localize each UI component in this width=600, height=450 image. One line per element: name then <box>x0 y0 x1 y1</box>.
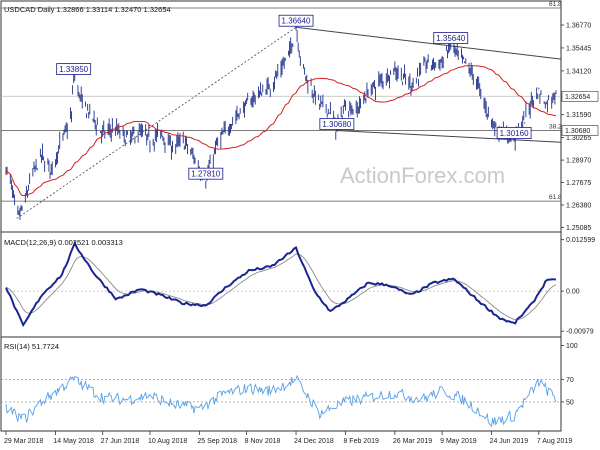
price-tick-label: 1.25085 <box>566 225 591 232</box>
price-annotations: 1.36640 1.35640 1.33850 1.30680 1.27810 1.301… <box>56 14 532 180</box>
price-y-axis: 1.367701.354451.341201.326551.315901.302… <box>561 22 599 232</box>
annotation-box <box>188 167 224 180</box>
annotation-label: 1.30160 <box>500 129 529 138</box>
annotation-box <box>496 127 532 139</box>
x-tick-label: 10 Aug 2018 <box>148 438 187 445</box>
fib-label: 61.8 <box>549 194 562 201</box>
price-tick-label: 1.34120 <box>566 68 591 75</box>
support-price-box <box>561 125 599 136</box>
macd-line <box>5 240 557 328</box>
price-tick-label: 1.26380 <box>566 202 591 209</box>
macd-panel: 0.012599 0.00 -0.00979 <box>1 237 595 336</box>
trendlines <box>16 26 562 219</box>
x-tick-label: 27 Jun 2018 <box>101 438 140 445</box>
price-tick-label: 1.28970 <box>566 158 591 165</box>
lower-trendline <box>336 129 562 143</box>
macd-tick-label: 0.00 <box>566 289 580 296</box>
rsi-tick-label: 50 <box>566 399 574 406</box>
x-tick-label: 9 May 2019 <box>440 438 477 445</box>
last-price-label: 1.32654 <box>565 94 590 101</box>
dotted-trendline <box>16 26 297 219</box>
rsi-line <box>5 374 557 428</box>
rsi-panel: 100 70 50 <box>1 343 578 428</box>
price-tick-label: 1.30265 <box>566 135 591 142</box>
macd-tick-label: 0.012599 <box>566 237 595 244</box>
macd-signal-line <box>5 253 557 321</box>
macd-header: MACD(12,26,9) 0.002521 0.003313 <box>4 238 123 247</box>
upper-trendline <box>295 26 562 60</box>
price-tick-label: 1.35445 <box>566 45 591 52</box>
rsi-tick-label: 70 <box>566 377 574 384</box>
annotation-label: 1.36640 <box>282 17 311 26</box>
annotation-label: 1.35640 <box>436 34 465 43</box>
x-tick-label: 14 May 2018 <box>53 438 94 445</box>
x-tick-label: 29 Mar 2018 <box>4 438 43 445</box>
price-panel-header: USDCAD Daily 1.32866 1.33114 1.32470 1.3… <box>4 5 171 14</box>
last-price-box <box>561 90 599 102</box>
x-tick-label: 7 Aug 2019 <box>537 438 573 445</box>
support-price-label: 1.30680 <box>565 128 590 135</box>
annotation-label: 1.33850 <box>59 65 88 74</box>
annotation-label: 1.27810 <box>191 170 220 179</box>
x-tick-label: 24 Jun 2019 <box>490 438 529 445</box>
annotation-box <box>56 63 92 75</box>
x-tick-label: 8 Feb 2019 <box>343 438 379 445</box>
x-tick-label: 8 Nov 2018 <box>245 438 281 445</box>
x-axis: 29 Mar 2018 14 May 2018 27 Jun 2018 10 Aug … <box>4 431 572 445</box>
fib-label: 61.8 <box>549 1 562 8</box>
fib-levels: 61.8 38.2 61.8 <box>1 1 562 202</box>
rsi-header: RSI(14) 51.7724 <box>4 342 59 351</box>
ma-line <box>5 65 556 196</box>
price-tick-label: 1.27675 <box>566 180 591 187</box>
annotation-box <box>278 14 314 27</box>
watermark: ActionForex.com <box>340 163 505 188</box>
annotation-box <box>433 32 469 44</box>
fib-label: 38.2 <box>549 123 562 130</box>
annotation-box <box>319 118 355 130</box>
rsi-tick-label: 100 <box>566 343 578 350</box>
x-tick-label: 26 Mar 2019 <box>393 438 432 445</box>
annotation-label: 1.30680 <box>322 120 351 129</box>
x-tick-label: 25 Sep 2018 <box>197 438 237 445</box>
price-tick-label: 1.31590 <box>566 112 591 119</box>
x-tick-label: 24 Dec 2018 <box>294 438 334 445</box>
price-tick-label: 1.36770 <box>566 22 591 29</box>
macd-tick-label: -0.00979 <box>566 329 594 336</box>
moving-average <box>5 65 556 196</box>
